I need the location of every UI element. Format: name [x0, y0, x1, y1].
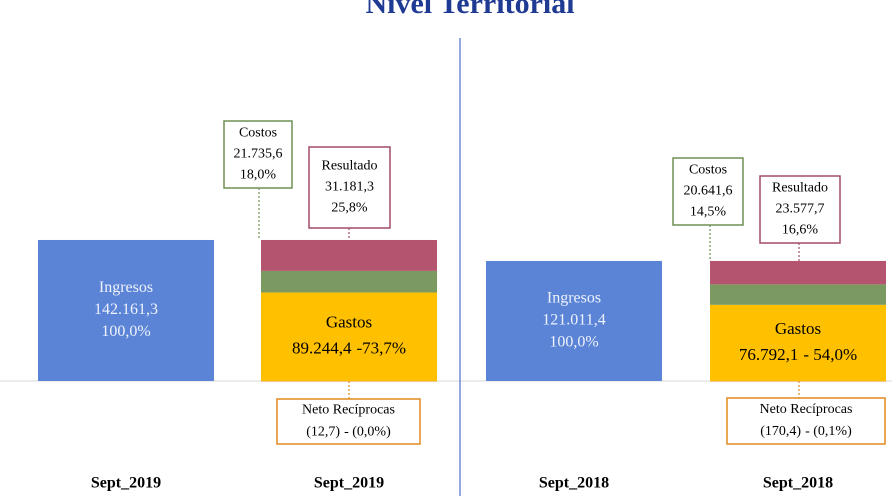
bar-segment [486, 260, 662, 381]
share-label: 25,8% [331, 201, 368, 216]
series-name: Neto Recíprocas [302, 403, 395, 418]
share-label: 100,0% [549, 334, 598, 351]
share-label: 18,0% [240, 168, 277, 183]
x-tick-label: Sept_2019 [314, 475, 384, 492]
callout-box [726, 397, 886, 445]
value-label: 20.641,6 [684, 184, 733, 199]
series-name: Costos [689, 163, 727, 178]
value-label: 76.792,1 [739, 345, 799, 364]
value-label-line: (170,4) - (0,1%) [760, 424, 852, 439]
series-name: Ingresos [99, 279, 153, 296]
x-tick-label: Sept_2019 [91, 475, 161, 492]
share-label: 100,0% [101, 323, 150, 340]
share-label: -73,7% [356, 339, 406, 358]
share-label: - (0,1%) [805, 424, 852, 439]
value-label: (170,4) [760, 424, 801, 439]
value-label: 121.011,4 [542, 312, 605, 329]
bar-segment [38, 239, 214, 381]
callout-box [308, 146, 391, 229]
share-label: 16,6% [782, 223, 819, 238]
callout-box [223, 120, 293, 189]
bar-segment [710, 381, 886, 382]
chart-title: Nivel Territorial [365, 0, 574, 20]
value-label: (12,7) [306, 425, 340, 440]
series-name: Resultado [772, 181, 828, 196]
share-label: 14,5% [690, 205, 727, 220]
bar-segment [261, 270, 437, 293]
callout-box [276, 398, 421, 445]
series-name: Gastos [326, 313, 372, 332]
value-label-line: (12,7) - (0,0%) [306, 425, 391, 440]
bar-segment [710, 260, 886, 285]
share-label: - 54,0% [803, 345, 857, 364]
series-name: Neto Recíprocas [760, 402, 853, 417]
value-label: 31.181,3 [325, 180, 374, 195]
share-label: - (0,0%) [344, 425, 391, 440]
series-name: Gastos [775, 319, 821, 338]
bar-segment [261, 292, 437, 381]
value-label-line: 89.244,4 -73,7% [292, 339, 406, 358]
series-name: Ingresos [547, 290, 601, 307]
series-name: Costos [239, 126, 277, 141]
bar-segment [710, 304, 886, 381]
bar-segment [261, 239, 437, 271]
value-label: 21.735,6 [234, 147, 283, 162]
bar-segment [710, 284, 886, 305]
value-label: 23.577,7 [776, 202, 825, 217]
value-label-line: 76.792,1- 54,0% [739, 345, 857, 364]
x-tick-label: Sept_2018 [539, 475, 609, 492]
value-label: 142.161,3 [94, 301, 158, 318]
value-label: 89.244,4 [292, 339, 352, 358]
callout-box [759, 175, 841, 244]
callout-box [672, 157, 744, 226]
series-name: Resultado [322, 159, 378, 174]
x-tick-label: Sept_2018 [763, 475, 833, 492]
